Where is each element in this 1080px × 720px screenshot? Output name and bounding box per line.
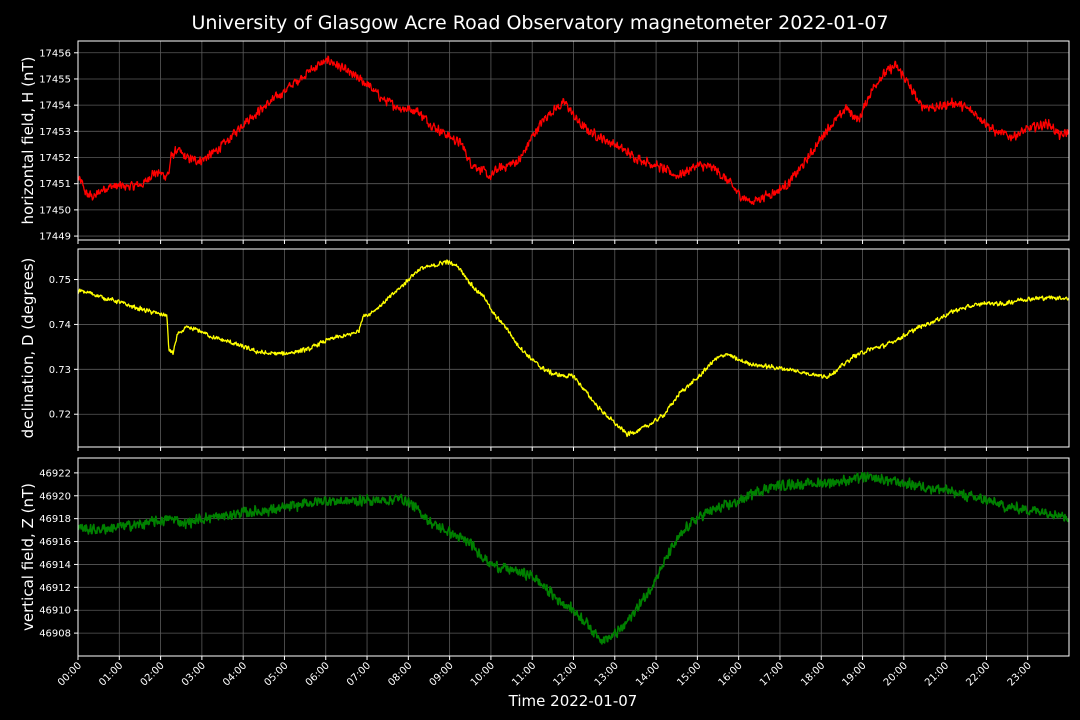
y-tick-label: 46918: [39, 514, 71, 525]
y-tick-label: 17456: [39, 48, 71, 59]
y-tick-label: 17451: [39, 179, 71, 190]
y-tick-label: 17453: [39, 127, 71, 138]
panel-H: 17449 17450 17451 17452 17453 17454 17455 17456…: [19, 40, 1070, 244]
y-tick-label: 17454: [39, 101, 71, 112]
y-tick-label: 17449: [39, 232, 71, 243]
y-tick-label: 46922: [39, 468, 71, 479]
y-tick-label: 46914: [39, 560, 71, 571]
y-tick-label: 46910: [39, 606, 71, 617]
series-line-Z: [77, 471, 1070, 645]
series-line-H: [77, 55, 1070, 206]
y-tick-label: 46908: [39, 629, 71, 640]
series-line-D: [77, 259, 1070, 438]
panel-Z: 46908 46910 46912 46914 46916 46918 46920 46922…: [19, 457, 1070, 660]
chart-title: University of Glasgow Acre Road Observat…: [191, 12, 888, 34]
y-tick-label: 46912: [39, 583, 71, 594]
panel-frame: [77, 457, 1070, 657]
panel-frame: [77, 248, 1070, 448]
y-tick-label: 0.74: [49, 320, 71, 331]
x-axis-label: Time 2022-01-07: [508, 692, 638, 710]
y-tick-label: 0.73: [49, 365, 71, 376]
y-tick-label: 17450: [39, 205, 71, 216]
y-axis-label-Z: vertical field, Z (nT): [19, 483, 37, 631]
y-axis-label-H: horizontal field, H (nT): [19, 57, 37, 225]
y-tick-label: 17452: [39, 153, 71, 164]
panel-D: 0.72 0.73 0.74 0.75 declination, D (degrees): [19, 248, 1070, 451]
y-tick-label: 46916: [39, 537, 71, 548]
y-tick-label: 46920: [39, 491, 71, 502]
y-tick-label: 17455: [39, 74, 71, 85]
y-tick-label: 0.72: [49, 410, 71, 421]
y-tick-label: 0.75: [49, 275, 71, 286]
y-axis-label-D: declination, D (degrees): [19, 258, 37, 439]
panel-frame: [77, 40, 1070, 241]
